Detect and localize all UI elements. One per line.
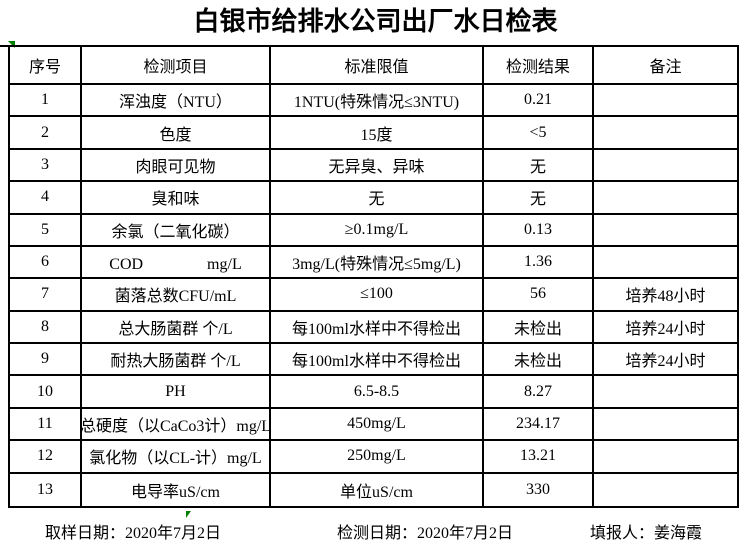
cell-remark: 培养24小时: [594, 312, 737, 345]
column-header-remark: 备注: [594, 47, 737, 85]
cell-no: 8: [10, 311, 82, 345]
cell-item: 臭和味: [82, 182, 271, 215]
cell-item: 浑浊度（NTU）: [82, 85, 271, 118]
cell-result: 未检出: [484, 344, 594, 377]
cell-item: 菌落总数CFU/mL: [82, 279, 271, 312]
cell-result: 0.13: [484, 214, 594, 247]
cell-no: 9: [10, 344, 82, 377]
cell-item: PH: [82, 376, 271, 409]
cell-item: 色度: [82, 117, 271, 150]
cell-no: 4: [10, 182, 82, 215]
cell-standard: 每100ml水样中不得检出: [271, 344, 484, 377]
cell-standard: 3mg/L(特殊情况≤5mg/L): [271, 246, 484, 280]
cell-result: 56: [484, 279, 594, 312]
cell-standard: ≥0.1mg/L: [271, 214, 484, 247]
cell-no: 11: [10, 408, 82, 442]
cell-standard: 15度: [271, 117, 484, 150]
cell-result: 13.21: [484, 441, 594, 474]
cell-standard: 无: [271, 182, 484, 215]
cell-remark: [594, 150, 737, 183]
cell-corner-flag-icon: [8, 41, 15, 48]
cell-item: 氯化物（以CL-计）mg/L: [82, 441, 271, 474]
footer-testing-date: 检测日期：2020年7月2日: [337, 525, 514, 542]
cell-remark: [594, 247, 737, 280]
cell-result: 1.36: [484, 246, 594, 280]
cell-standard: 每100ml水样中不得检出: [271, 311, 484, 345]
cell-result: 无: [484, 149, 594, 183]
cell-result: 234.17: [484, 408, 594, 442]
cell-item: 总大肠菌群 个/L: [82, 311, 271, 345]
cell-no: 13: [10, 473, 82, 506]
cell-remark: [594, 474, 737, 506]
cell-remark: [594, 182, 737, 215]
column-header-standard: 标准限值: [271, 47, 484, 85]
cell-standard: 无异臭、异味: [271, 149, 484, 183]
cell-standard: 1NTU(特殊情况≤3NTU): [271, 85, 484, 118]
cell-item: 肉眼可见物: [82, 149, 271, 183]
cell-no: 5: [10, 214, 82, 247]
cell-result: <5: [484, 117, 594, 150]
cell-result: 0.21: [484, 85, 594, 118]
cell-remark: [594, 441, 737, 474]
cell-item: 电导率uS/cm: [82, 473, 271, 506]
smart-tag-flag-icon: [186, 511, 191, 518]
cell-no: 10: [10, 376, 82, 409]
cell-item: 余氯（二氧化碳）: [82, 214, 271, 247]
cell-result: 未检出: [484, 311, 594, 345]
cell-standard: 6.5-8.5: [271, 376, 484, 409]
cell-remark: [594, 85, 737, 118]
cell-standard: ≤100: [271, 279, 484, 312]
page-title: 白银市给排水公司出厂水日检表: [193, 7, 558, 36]
cell-no: 2: [10, 117, 82, 150]
cell-standard: 单位uS/cm: [271, 473, 484, 506]
cell-standard: 450mg/L: [271, 408, 484, 442]
cell-remark: 培养48小时: [594, 279, 737, 312]
cell-no: 1: [10, 85, 82, 118]
cell-result: 330: [484, 473, 594, 506]
cell-result: 8.27: [484, 376, 594, 409]
cell-remark: [594, 117, 737, 150]
cell-no: 12: [10, 441, 82, 474]
cell-no: 3: [10, 149, 82, 183]
column-header-item: 检测项目: [82, 47, 271, 85]
cell-remark: [594, 409, 737, 442]
column-header-result: 检测结果: [484, 47, 594, 85]
cell-standard: 250mg/L: [271, 441, 484, 474]
column-header-no: 序号: [10, 47, 82, 85]
cell-result: 无: [484, 182, 594, 215]
cell-item: 耐热大肠菌群 个/L: [82, 344, 271, 377]
cell-remark: [594, 376, 737, 409]
cell-item: COD mg/L: [82, 246, 271, 280]
cell-no: 6: [10, 246, 82, 280]
cell-remark: [594, 215, 737, 247]
footer-sampling-date: 取样日期：2020年7月2日: [45, 525, 222, 542]
daily-check-table: 序号 检测项目 标准限值 检测结果 备注 1 浑浊度（NTU） 1NTU(特殊情…: [0, 45, 739, 508]
cell-remark: 培养24小时: [594, 344, 737, 377]
footer-reporter: 填报人：姜海霞: [590, 525, 703, 542]
cell-no: 7: [10, 279, 82, 312]
cell-item: 总硬度（以CaCo3计）mg/L: [82, 408, 271, 442]
